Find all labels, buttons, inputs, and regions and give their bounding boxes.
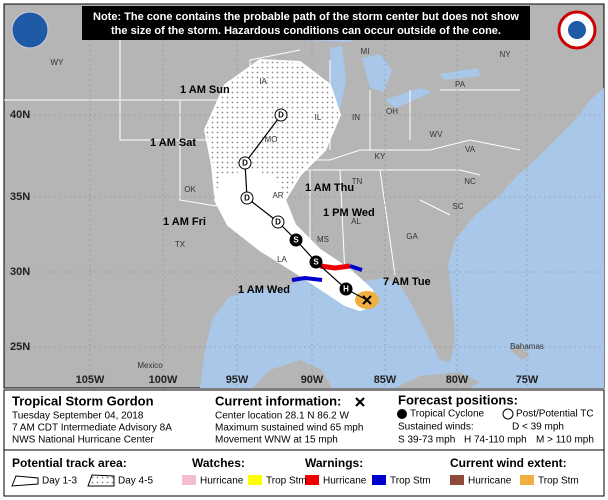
forecast-key: Tropical Cyclone xyxy=(410,409,485,420)
region-label: WV xyxy=(430,130,444,139)
forecast-point-label: H xyxy=(343,285,349,294)
legend-item: Hurricane xyxy=(468,476,512,487)
current-position xyxy=(362,295,372,305)
region-label: MI xyxy=(361,47,370,56)
longitude-label: 75W xyxy=(516,374,539,386)
legend-item: Hurricane xyxy=(323,476,367,487)
legend-item: Trop Stm xyxy=(538,476,579,487)
legend-item: Hurricane xyxy=(200,476,244,487)
note-box xyxy=(82,6,530,40)
forecast-point-label: S xyxy=(293,236,299,245)
region-label: OK xyxy=(184,185,196,194)
legend-title: Current wind extent: xyxy=(450,456,567,470)
forecast-title: Forecast positions: xyxy=(398,392,518,407)
forecast-point xyxy=(289,233,303,247)
current-detail: Maximum sustained wind 65 mph xyxy=(215,423,363,434)
forecast-point xyxy=(238,156,252,170)
info-frame xyxy=(3,389,605,497)
region-label: IN xyxy=(352,113,360,122)
forecast-point xyxy=(309,255,323,269)
region-label: Bahamas xyxy=(510,342,544,351)
region-label: VA xyxy=(465,145,476,154)
forecast-point-label: D xyxy=(244,194,250,203)
forecast-point xyxy=(339,282,353,296)
legend-item: Day 1-3 xyxy=(42,476,77,487)
latitude-label: 35N xyxy=(10,191,30,203)
region-label: TX xyxy=(175,240,186,249)
forecast-key: M > 110 mph xyxy=(536,435,594,446)
region-label: SC xyxy=(452,202,463,211)
forecast-key: D < 39 mph xyxy=(512,422,564,433)
region-label: GA xyxy=(406,232,418,241)
forecast-point-label: D xyxy=(275,218,281,227)
legend-item: Trop Stm xyxy=(390,476,431,487)
legend-symbols xyxy=(11,397,534,487)
storm-detail: 7 AM CDT Intermediate Advisory 8A xyxy=(12,423,172,434)
region-label: NY xyxy=(499,50,511,59)
forecast-label: 1 PM Wed xyxy=(323,207,375,219)
note-line: the size of the storm. Hazardous conditi… xyxy=(111,25,501,37)
longitude-label: 90W xyxy=(301,374,324,386)
longitude-label: 80W xyxy=(446,374,469,386)
warnings xyxy=(291,263,363,282)
region-label: OH xyxy=(386,107,398,116)
region-label: Mexico xyxy=(137,361,163,370)
forecast-key: Sustained winds: xyxy=(398,422,474,433)
region-label: LA xyxy=(277,255,287,264)
longitude-label: 100W xyxy=(149,374,178,386)
storm-detail: Tuesday September 04, 2018 xyxy=(12,411,144,422)
longitude-label: 85W xyxy=(374,374,397,386)
longitude-label: 95W xyxy=(226,374,249,386)
legend-title: Warnings: xyxy=(305,456,363,470)
forecast-label: 7 AM Tue xyxy=(383,276,431,288)
region-label: AR xyxy=(272,191,283,200)
forecast-label: 1 AM Sat xyxy=(150,137,196,149)
region-label: IA xyxy=(259,77,267,86)
legend-item: Trop Stm xyxy=(266,476,307,487)
current-detail: Movement WNW at 15 mph xyxy=(215,435,338,446)
region-label: MO xyxy=(265,135,278,144)
latitude-label: 40N xyxy=(10,109,30,121)
region-label: TN xyxy=(352,177,363,186)
region-label: KY xyxy=(375,152,386,161)
storm-title: Tropical Storm Gordon xyxy=(12,393,154,408)
region-label: WY xyxy=(51,58,65,67)
current-detail: Center location 28.1 N 86.2 W xyxy=(215,411,350,422)
region-label: AL xyxy=(351,217,361,226)
region-label: MS xyxy=(317,235,329,244)
forecast-label: 1 AM Sun xyxy=(180,84,230,96)
latitude-label: 30N xyxy=(10,266,30,278)
forecast-point xyxy=(271,215,285,229)
storm-detail: NWS National Hurricane Center xyxy=(12,435,154,446)
legend-title: Watches: xyxy=(192,456,245,470)
region-label: NC xyxy=(464,177,476,186)
forecast-key: Post/Potential TC xyxy=(516,409,594,420)
note-line: Note: The cone contains the probable pat… xyxy=(93,11,519,23)
legend-item: Day 4-5 xyxy=(118,476,153,487)
region-label: IL xyxy=(315,113,322,122)
latitude-label: 25N xyxy=(10,341,30,353)
forecast-point-label: D xyxy=(278,111,284,120)
longitude-label: 105W xyxy=(76,374,105,386)
legend-title: Potential track area: xyxy=(12,456,127,470)
forecast-label: 1 AM Thu xyxy=(305,182,354,194)
forecast-key: S 39-73 mph xyxy=(398,435,455,446)
forecast-point-label: S xyxy=(313,258,319,267)
forecast-label: 1 AM Wed xyxy=(238,284,290,296)
forecast-point-label: D xyxy=(242,159,248,168)
forecast-point xyxy=(240,191,254,205)
current-title: Current information: xyxy=(215,393,341,408)
forecast-key: H 74-110 mph xyxy=(464,435,527,446)
forecast-label: 1 AM Fri xyxy=(163,216,206,228)
logos xyxy=(11,10,597,50)
forecast-point xyxy=(274,108,288,122)
region-label: PA xyxy=(455,80,466,89)
